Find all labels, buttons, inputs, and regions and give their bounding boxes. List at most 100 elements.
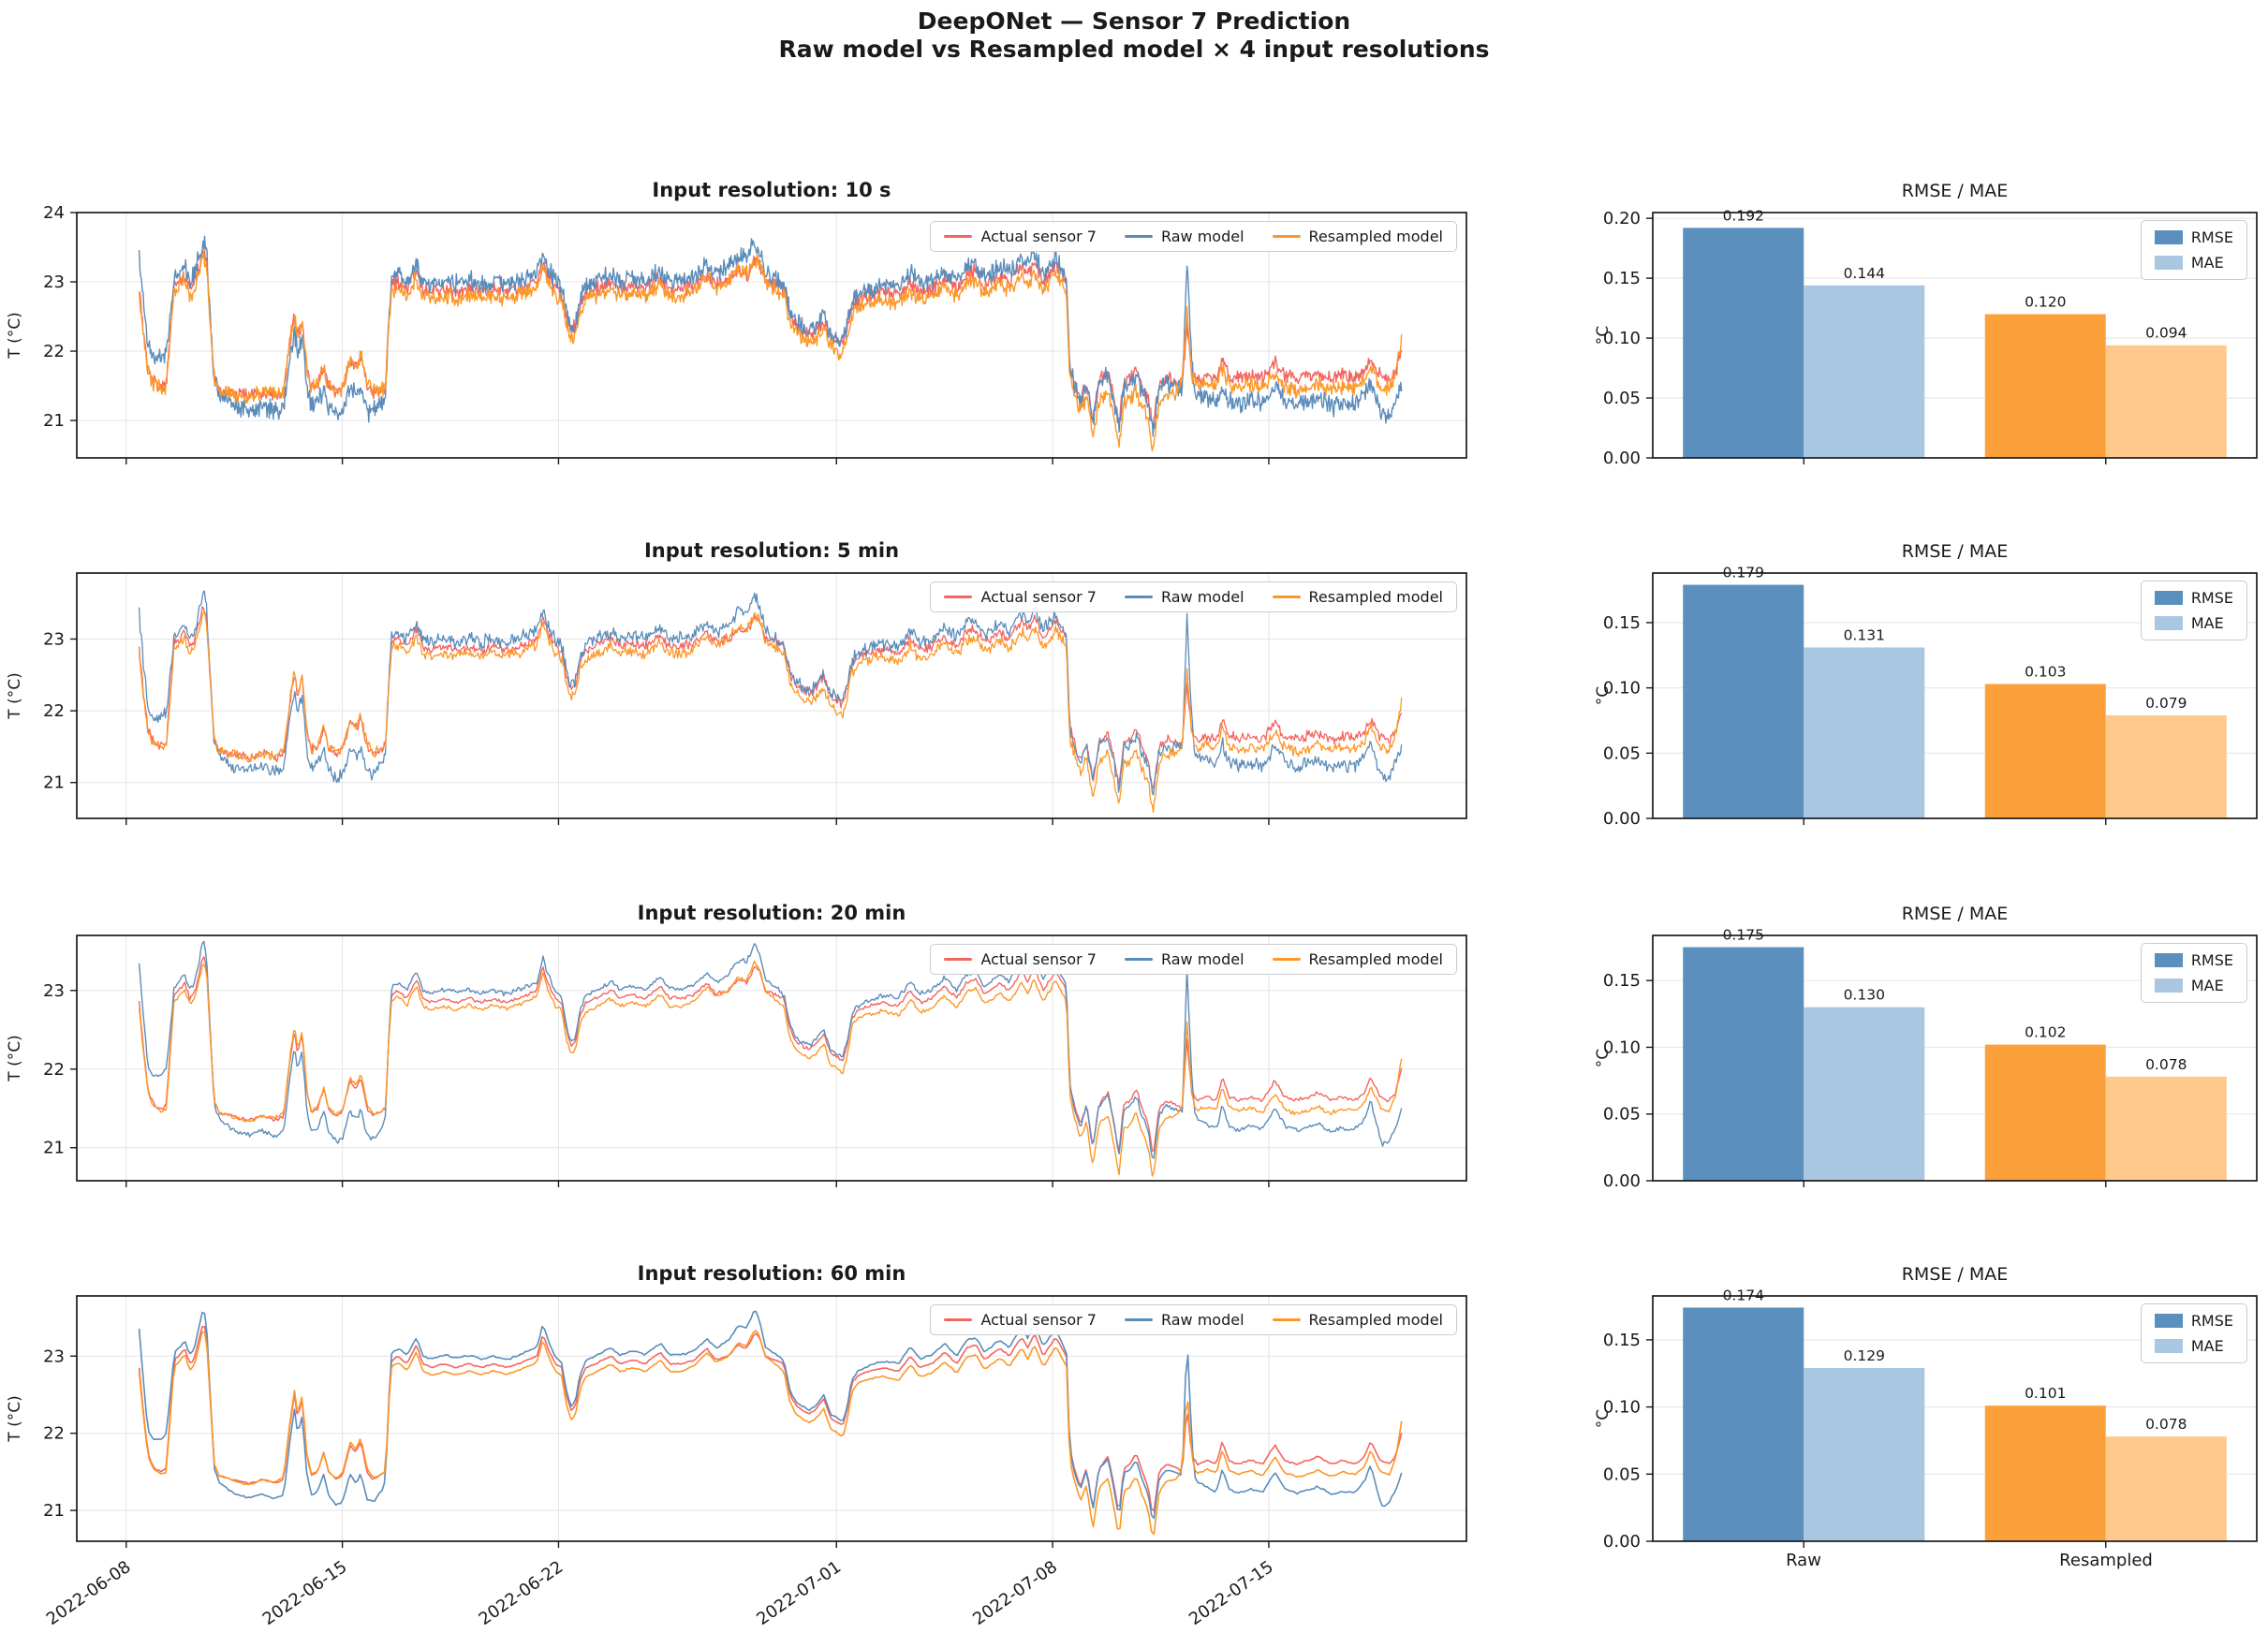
line-actual-row3 xyxy=(138,956,1403,1152)
resampled-line-swatch xyxy=(1272,1317,1301,1322)
bar-y-tick-label: 0.15 xyxy=(1603,613,1641,633)
legend-item-raw: Raw model xyxy=(1124,1311,1244,1329)
rmse-swatch xyxy=(2154,230,2183,244)
bar-category-label-raw: Raw xyxy=(1786,1551,1821,1570)
bar-y-tick-label: 0.05 xyxy=(1603,1464,1641,1484)
bar-value-label: 0.078 xyxy=(2145,1416,2187,1433)
bar-legend-item-mae: MAE xyxy=(2154,977,2224,994)
bar-legend-item-mae: MAE xyxy=(2154,614,2224,632)
legend-label-resampled: Resampled model xyxy=(1308,228,1443,245)
timeseries-legend-row3: Actual sensor 7 Raw model Resampled mode… xyxy=(930,944,1457,975)
timeseries-lines-row1 xyxy=(138,235,1403,452)
bar-y-tick-label: 0.10 xyxy=(1603,329,1641,348)
legend-item-actual: Actual sensor 7 xyxy=(944,1311,1097,1329)
bar-resampled-mae xyxy=(2105,1436,2227,1541)
panel-title-row3: Input resolution: 20 min xyxy=(637,902,906,924)
legend-label-resampled: Resampled model xyxy=(1308,588,1443,606)
figure-title-line2: Raw model vs Resampled model × 4 input r… xyxy=(778,36,1490,63)
timeseries-ticks-row3 xyxy=(70,990,1270,1187)
bar-legend-label-rmse: RMSE xyxy=(2190,1312,2233,1330)
figure-title-line1: DeepONet — Sensor 7 Prediction xyxy=(917,7,1351,35)
bar-y-tick-label: 0.10 xyxy=(1603,1398,1641,1418)
bar-y-tick-label: 0.00 xyxy=(1603,809,1641,829)
bar-y-tick-label: 0.05 xyxy=(1603,389,1641,408)
bar-category-label-resampled: Resampled xyxy=(2059,1551,2153,1570)
bar-plot-border-row3 xyxy=(1652,934,2258,1182)
timeseries-ticks-row1 xyxy=(70,212,1270,464)
bar-y-tick-label: 0.05 xyxy=(1603,1105,1641,1125)
bar-raw-rmse xyxy=(1683,1307,1804,1541)
bar-legend-label-rmse: RMSE xyxy=(2190,589,2233,607)
y-tick-label: 22 xyxy=(43,701,65,721)
bar-legend-label-mae: MAE xyxy=(2190,614,2224,632)
bar-resampled-rmse xyxy=(1984,1405,2106,1541)
bar-legend-item-rmse: RMSE xyxy=(2154,228,2233,246)
mae-swatch xyxy=(2154,256,2183,270)
bar-raw-mae xyxy=(1804,1368,1925,1541)
mae-swatch xyxy=(2154,616,2183,630)
actual-line-swatch xyxy=(944,234,973,239)
mae-swatch xyxy=(2154,978,2183,993)
legend-label-raw: Raw model xyxy=(1160,1311,1244,1329)
timeseries-lines-row2 xyxy=(138,590,1403,814)
bar-resampled-rmse xyxy=(1984,684,2106,818)
resampled-line-swatch xyxy=(1272,234,1301,239)
bar-plot-border-row1 xyxy=(1652,212,2258,459)
legend-item-resampled: Resampled model xyxy=(1272,228,1443,245)
legend-label-raw: Raw model xyxy=(1160,228,1244,245)
bar-y-tick-label: 0.00 xyxy=(1603,449,1641,468)
bar-ticks-row1 xyxy=(1646,217,2107,464)
y-axis-label-row4: T (°C) xyxy=(6,1395,24,1442)
raw-line-swatch xyxy=(1124,234,1153,239)
x-tick-label-date: 2022-07-15 xyxy=(1186,1557,1277,1629)
bar-y-tick-label: 0.10 xyxy=(1603,679,1641,699)
y-tick-label: 21 xyxy=(43,1139,65,1158)
legend-label-actual: Actual sensor 7 xyxy=(980,1311,1097,1329)
y-tick-label: 22 xyxy=(43,1424,65,1444)
legend-item-actual: Actual sensor 7 xyxy=(944,588,1097,606)
y-tick-label: 21 xyxy=(43,411,65,431)
bar-legend-item-mae: MAE xyxy=(2154,254,2224,272)
bar-value-label: 0.079 xyxy=(2145,695,2187,712)
bar-plot-border-row2 xyxy=(1652,572,2258,819)
panel-title-row2: Input resolution: 5 min xyxy=(643,539,900,562)
y-tick-label: 22 xyxy=(43,1060,65,1080)
line-resampled-row1 xyxy=(138,250,1403,452)
bar-legend-row3: RMSE MAE xyxy=(2140,943,2247,1003)
timeseries-grid-row3 xyxy=(77,935,1466,1181)
line-raw-row1 xyxy=(138,235,1403,437)
bar-y-tick-label: 0.05 xyxy=(1603,743,1641,763)
bar-value-label: 0.131 xyxy=(1844,626,1885,643)
legend-item-resampled: Resampled model xyxy=(1272,588,1443,606)
bar-value-label: 0.144 xyxy=(1844,265,1885,282)
y-tick-label: 23 xyxy=(43,629,65,649)
timeseries-legend-row4: Actual sensor 7 Raw model Resampled mode… xyxy=(930,1304,1457,1335)
y-tick-label: 21 xyxy=(43,1501,65,1521)
bar-legend-row4: RMSE MAE xyxy=(2140,1303,2247,1363)
raw-line-swatch xyxy=(1124,957,1153,962)
timeseries-plot-border-row1 xyxy=(76,212,1467,459)
panel-title-row1: Input resolution: 10 s xyxy=(652,179,891,201)
bar-title-row2: RMSE / MAE xyxy=(1901,541,2009,562)
y-axis-label-row1: T (°C) xyxy=(6,312,24,359)
legend-item-raw: Raw model xyxy=(1124,950,1244,968)
bar-y-tick-label: 0.20 xyxy=(1603,209,1641,228)
bar-raw-rmse xyxy=(1683,228,1804,458)
bar-value-label: 0.129 xyxy=(1844,1347,1885,1364)
x-tick-label-date: 2022-07-01 xyxy=(753,1557,845,1629)
timeseries-plot-border-row3 xyxy=(76,934,1467,1182)
bar-resampled-mae xyxy=(2105,714,2227,818)
bar-ticks-row3 xyxy=(1646,979,2107,1187)
timeseries-legend-row1: Actual sensor 7 Raw model Resampled mode… xyxy=(930,221,1457,252)
bar-legend-label-mae: MAE xyxy=(2190,254,2224,272)
bar-y-tick-label: 0.15 xyxy=(1603,269,1641,288)
bar-legend-item-rmse: RMSE xyxy=(2154,589,2233,607)
bar-title-row3: RMSE / MAE xyxy=(1901,904,2009,924)
bar-y-axis-label-row2: °C xyxy=(1594,685,1613,706)
y-tick-label: 23 xyxy=(43,272,65,292)
legend-item-actual: Actual sensor 7 xyxy=(944,950,1097,968)
legend-item-resampled: Resampled model xyxy=(1272,950,1443,968)
bar-resampled-rmse xyxy=(1984,1044,2106,1181)
timeseries-lines-row3 xyxy=(138,940,1403,1177)
